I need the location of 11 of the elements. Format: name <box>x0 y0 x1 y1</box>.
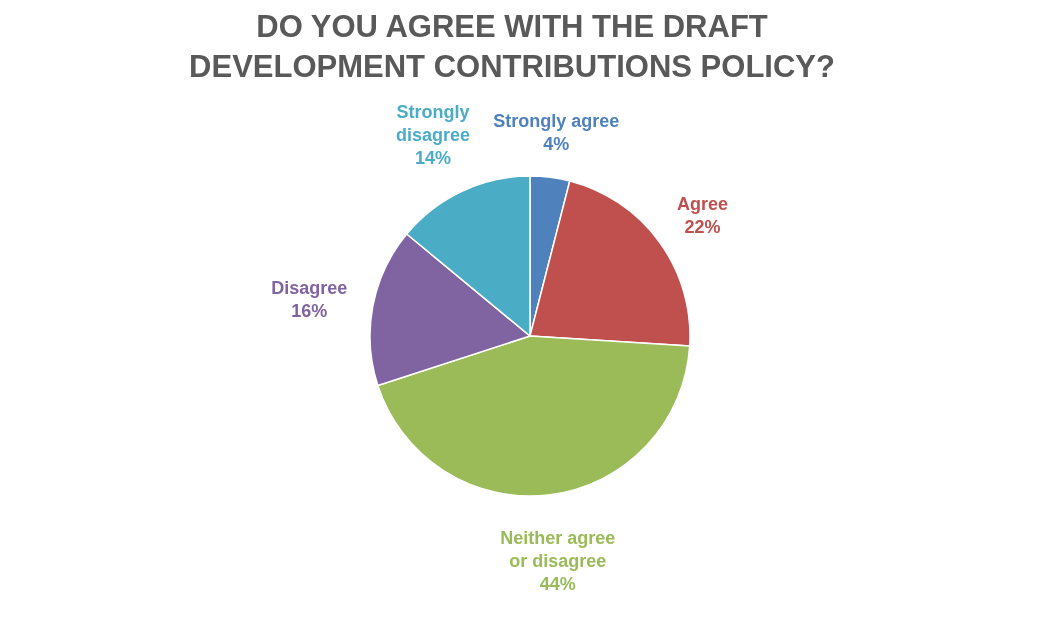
slice-label: Disagree <box>271 277 348 298</box>
data-label: 14% <box>415 148 452 169</box>
slice-label: Strongly disagree <box>396 102 471 146</box>
chart-title: DO YOU AGREE WITH THE DRAFT DEVELOPMENT CONTRIBUTIONS POLICY? <box>189 9 835 84</box>
data-label: 44% <box>539 573 576 594</box>
slice-label: Neither agree or disagree <box>500 527 616 571</box>
data-label: 16% <box>291 300 328 321</box>
data-label: 4% <box>543 134 570 155</box>
slice-label: Strongly agree <box>493 111 620 132</box>
slice-label: Agree <box>677 194 729 215</box>
data-label: 22% <box>684 217 721 238</box>
